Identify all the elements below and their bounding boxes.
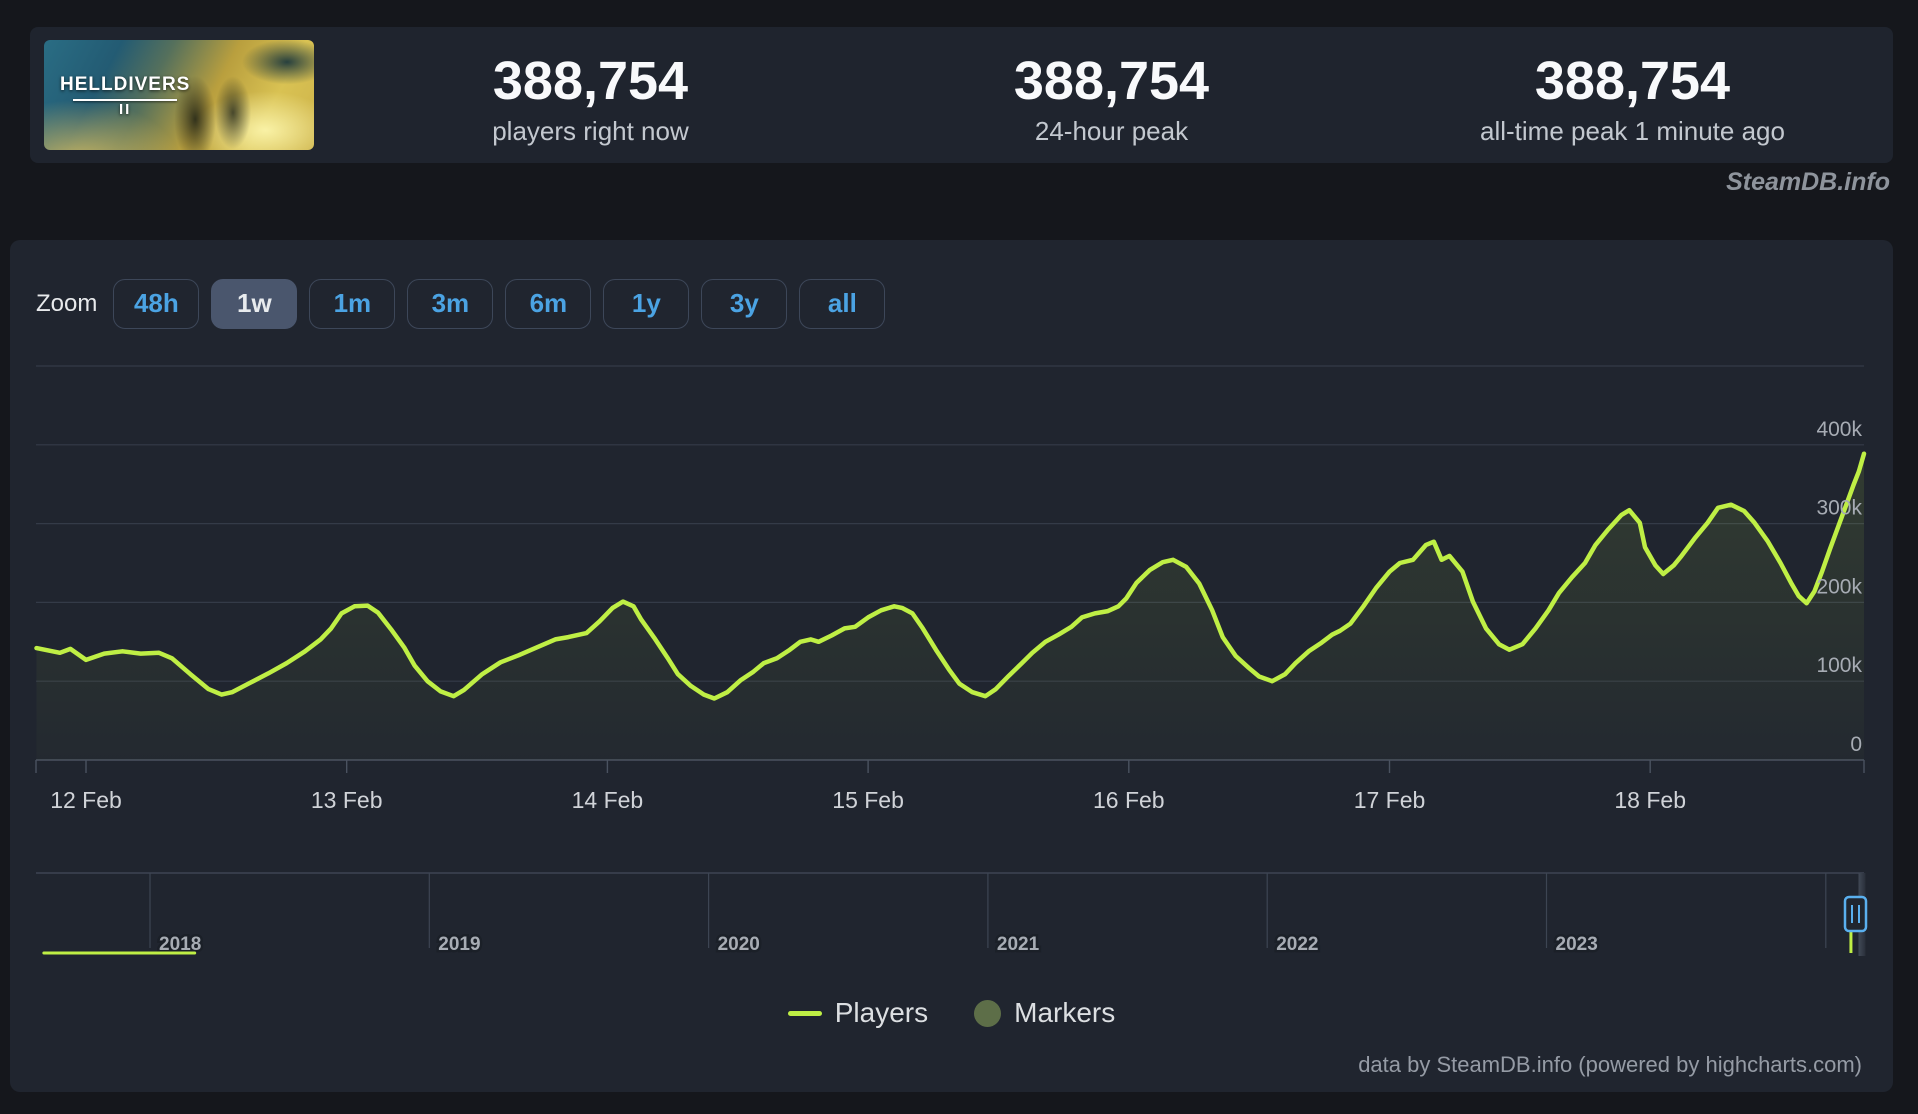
- current-players-value: 388,754: [492, 51, 689, 112]
- game-logo: HELLDIVERS II: [60, 74, 190, 118]
- stat-24h-peak: 388,754 24-hour peak: [851, 27, 1372, 163]
- header-card: HELLDIVERS II 388,754 players right now …: [30, 27, 1893, 163]
- peak-24h-label: 24-hour peak: [1034, 115, 1189, 146]
- legend-circle-marker-icon: [974, 999, 1002, 1027]
- legend-item-players[interactable]: Players: [787, 997, 929, 1029]
- players-area-fill: [36, 453, 1864, 760]
- x-axis-label-16-Feb: 16 Feb: [1093, 787, 1165, 813]
- game-numeral: II: [119, 101, 132, 118]
- zoom-range-6m-button[interactable]: 6m: [505, 279, 592, 329]
- zoom-range-1y-button[interactable]: 1y: [603, 279, 690, 329]
- navigator-year-label-2021: 2021: [997, 934, 1040, 955]
- y-axis-label-300k: 300k: [1816, 497, 1862, 520]
- legend-label: Players: [834, 997, 929, 1028]
- navigator-year-label-2022: 2022: [1276, 934, 1318, 955]
- game-capsule: HELLDIVERS II: [44, 40, 314, 150]
- players-line: [34, 451, 1867, 701]
- x-axis-label-12-Feb: 12 Feb: [50, 787, 122, 813]
- navigator-year-label-2019: 2019: [438, 934, 480, 955]
- current-players-label: players right now: [492, 115, 689, 146]
- steamdb-watermark: SteamDB.info: [1726, 168, 1890, 196]
- navigator-handle[interactable]: [1843, 895, 1868, 933]
- y-axis-label-100k: 100k: [1816, 654, 1862, 677]
- navigator-year-label-2023: 2023: [1556, 934, 1598, 955]
- zoom-ranges: 48h 1w 1m 3m 6m 1y 3y all: [113, 279, 897, 329]
- zoom-range-1w-button[interactable]: 1w: [211, 279, 298, 329]
- x-axis-label-13-Feb: 13 Feb: [311, 787, 383, 813]
- zoom-range-3y-button[interactable]: 3y: [701, 279, 788, 329]
- stat-current-players: 388,754 players right now: [330, 27, 851, 163]
- y-axis-label-200k: 200k: [1816, 575, 1862, 598]
- legend-line-marker-icon: [787, 1010, 822, 1016]
- y-axis-label-400k: 400k: [1816, 418, 1862, 441]
- x-axis-label-18-Feb: 18 Feb: [1614, 787, 1686, 813]
- legend: Players Markers: [10, 997, 1893, 1029]
- peak-24h-value: 388,754: [1013, 51, 1210, 112]
- game-title: HELLDIVERS: [60, 74, 191, 95]
- chart-svg: 0 100k 200k 300k 400k 12 Feb 13 Feb 14 Feb 15 Fe…: [34, 365, 1868, 958]
- stats-row: 388,754 players right now 388,754 24-hou…: [330, 27, 1893, 163]
- zoom-range-48h-button[interactable]: 48h: [113, 279, 200, 329]
- alltime-peak-label: all-time peak 1 minute ago: [1480, 115, 1785, 146]
- x-axis-label-17-Feb: 17 Feb: [1354, 787, 1426, 813]
- logo-wings-rule: [73, 99, 178, 101]
- x-axis-label-14-Feb: 14 Feb: [572, 787, 644, 813]
- navigator-year-label-2020: 2020: [718, 934, 760, 955]
- zoom-toolbar: Zoom 48h 1w 1m 3m 6m 1y 3y all: [36, 278, 897, 330]
- alltime-peak-value: 388,754: [1534, 51, 1731, 112]
- x-axis-label-15-Feb: 15 Feb: [832, 787, 904, 813]
- credits-link[interactable]: data by SteamDB.info (powered by highcha…: [1358, 1052, 1862, 1077]
- chart-panel: 0 100k 200k 300k 400k 12 Feb 13 Feb 14 Feb 15 Fe…: [10, 240, 1893, 1092]
- zoom-range-all-button[interactable]: all: [799, 279, 886, 329]
- zoom-range-1m-button[interactable]: 1m: [309, 279, 396, 329]
- stat-alltime-peak: 388,754 all-time peak 1 minute ago: [1372, 27, 1893, 163]
- y-axis-label-0: 0: [1850, 733, 1862, 756]
- legend-label: Markers: [1014, 997, 1116, 1028]
- zoom-label: Zoom: [36, 290, 98, 317]
- zoom-range-3m-button[interactable]: 3m: [407, 279, 494, 329]
- legend-item-markers[interactable]: Markers: [974, 997, 1115, 1029]
